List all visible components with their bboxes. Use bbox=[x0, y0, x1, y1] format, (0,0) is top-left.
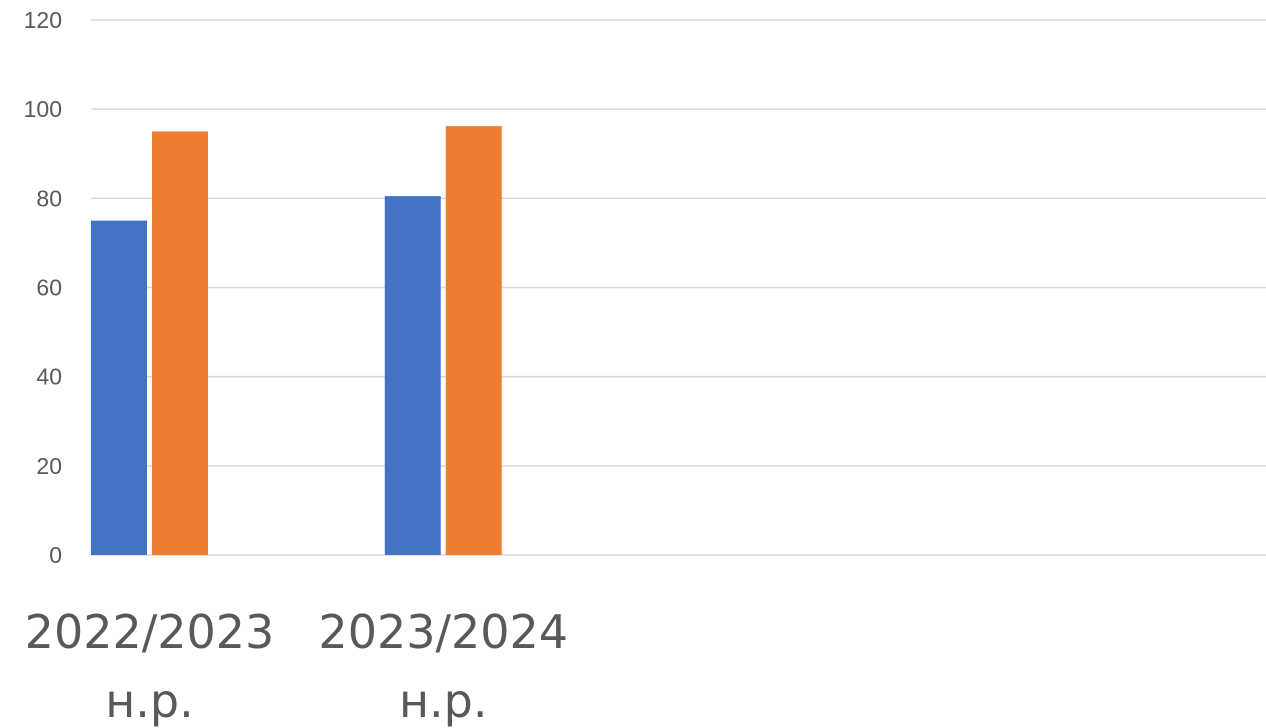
x-category-label: н.р. bbox=[399, 674, 488, 728]
bar-series1-cat1 bbox=[91, 220, 147, 555]
y-tick-label: 120 bbox=[24, 7, 62, 33]
x-category-label: н.р. bbox=[105, 674, 194, 728]
x-axis-category-labels: 2022/2023 н.р. 2023/2024 н.р. bbox=[25, 605, 568, 728]
y-tick-label: 100 bbox=[24, 96, 62, 122]
y-axis-tick-labels: 0 20 40 60 80 100 120 bbox=[24, 7, 62, 568]
y-tick-label: 40 bbox=[36, 364, 62, 390]
x-category-label: 2022/2023 bbox=[25, 605, 275, 659]
bars bbox=[91, 126, 502, 556]
y-tick-label: 80 bbox=[36, 185, 62, 211]
y-tick-label: 60 bbox=[36, 275, 62, 301]
bar-series2-cat1 bbox=[152, 131, 208, 556]
y-tick-label: 0 bbox=[49, 542, 62, 568]
x-category-label: 2023/2024 bbox=[318, 605, 568, 659]
bar-series2-cat2 bbox=[445, 126, 502, 555]
gridlines bbox=[91, 19, 1266, 556]
bar-series1-cat2 bbox=[384, 196, 441, 555]
y-tick-label: 20 bbox=[36, 453, 62, 479]
